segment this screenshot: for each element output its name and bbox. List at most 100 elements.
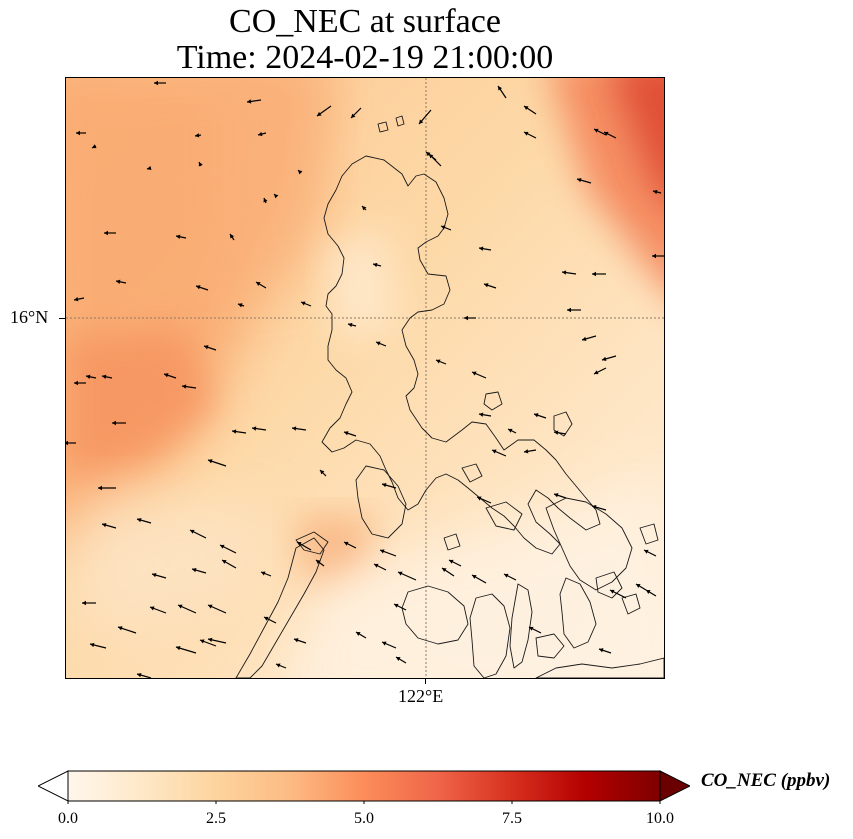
coastline-small-5 bbox=[621, 593, 641, 615]
wind-arrow bbox=[207, 604, 227, 614]
wind-arrow bbox=[297, 169, 303, 175]
wind-arrow bbox=[175, 234, 187, 239]
wind-arrow bbox=[635, 583, 647, 591]
coastline-cebu bbox=[509, 583, 533, 669]
wind-arrow bbox=[609, 589, 627, 599]
wind-arrow bbox=[291, 426, 307, 431]
wind-arrow bbox=[91, 144, 97, 149]
coastline-small-2 bbox=[395, 115, 405, 127]
wind-arrow bbox=[117, 626, 137, 634]
wind-arrow bbox=[231, 429, 247, 434]
wind-arrow bbox=[464, 315, 476, 321]
wind-arrow bbox=[219, 544, 237, 554]
wind-arrow bbox=[98, 485, 116, 491]
title-line-1: CO_NEC at surface bbox=[229, 3, 501, 40]
wind-arrow bbox=[591, 504, 607, 511]
wind-arrow bbox=[82, 600, 96, 606]
wind-arrow bbox=[343, 541, 357, 549]
coastline-samar bbox=[545, 497, 633, 591]
wind-arrow bbox=[191, 567, 207, 574]
wind-arrow bbox=[315, 559, 325, 567]
coastline-leyte bbox=[559, 577, 597, 649]
concentration-field bbox=[66, 78, 664, 678]
wind-arrow bbox=[151, 572, 167, 579]
wind-arrow bbox=[350, 107, 362, 119]
coastline-polillo bbox=[483, 391, 503, 411]
lat-tick-mark bbox=[59, 318, 65, 319]
wind-arrow bbox=[74, 380, 86, 386]
wind-arrow bbox=[428, 153, 442, 167]
wind-arrow bbox=[471, 371, 487, 379]
wind-arrow bbox=[263, 197, 268, 204]
wind-arrow bbox=[112, 420, 126, 426]
wind-arrow bbox=[553, 430, 567, 435]
wind-arrow bbox=[581, 335, 597, 342]
wind-arrow bbox=[154, 80, 166, 86]
wind-arrow bbox=[175, 646, 197, 654]
coastline-bohol bbox=[535, 633, 565, 659]
wind-arrow bbox=[553, 493, 567, 499]
wind-arrow bbox=[491, 449, 507, 457]
wind-arrow bbox=[255, 281, 267, 289]
wind-arrow bbox=[275, 663, 287, 669]
wind-arrow bbox=[393, 603, 407, 611]
wind-arrow bbox=[189, 529, 207, 539]
wind-arrow bbox=[593, 128, 607, 136]
wind-arrow bbox=[478, 412, 492, 417]
wind-arrow bbox=[497, 85, 507, 99]
coastline-palawan bbox=[235, 537, 325, 678]
wind-arrow bbox=[177, 604, 197, 614]
wind-arrow bbox=[66, 440, 76, 446]
wind-arrow bbox=[643, 549, 657, 557]
wind-arrow bbox=[441, 567, 455, 577]
coastline-marinduque bbox=[461, 463, 483, 483]
wind-arrow bbox=[101, 374, 113, 379]
wind-arrow bbox=[257, 131, 267, 137]
wind-arrow bbox=[397, 571, 417, 581]
wind-arrow bbox=[237, 303, 245, 308]
wind-arrow bbox=[379, 549, 397, 557]
wind-arrow bbox=[652, 189, 662, 195]
wind-arrow bbox=[195, 285, 209, 291]
coastline-panay bbox=[401, 585, 469, 645]
coastline-mindanao-north bbox=[535, 657, 664, 678]
wind-arrow bbox=[316, 105, 332, 117]
colorbar-tick-label: 7.5 bbox=[502, 810, 522, 827]
wind-arrow bbox=[319, 469, 327, 477]
wind-arrow bbox=[251, 426, 267, 431]
wind-arrow bbox=[381, 641, 397, 649]
wind-arrow bbox=[603, 131, 617, 139]
coastline-masbate bbox=[485, 501, 523, 531]
colorbar-max-extend bbox=[659, 770, 692, 802]
wind-arrow bbox=[221, 559, 237, 569]
wind-arrow bbox=[435, 359, 447, 365]
wind-arrow bbox=[136, 517, 152, 524]
colorbar-tick-label: 5.0 bbox=[354, 810, 374, 827]
lon-tick-label: 122°E bbox=[398, 686, 444, 706]
wind-arrow bbox=[598, 648, 612, 654]
wind-arrow bbox=[229, 233, 235, 241]
wind-arrow bbox=[73, 297, 85, 302]
wind-arrow bbox=[198, 161, 203, 167]
wind-arrow bbox=[149, 606, 167, 614]
wind-arrow bbox=[85, 374, 97, 379]
lon-tick-mark bbox=[425, 678, 426, 684]
colorbar bbox=[36, 770, 692, 805]
gridlines bbox=[66, 78, 664, 678]
wind-arrow bbox=[567, 307, 581, 313]
wind-arrow bbox=[503, 573, 517, 581]
coastline-luzon bbox=[321, 155, 601, 555]
wind-arrow bbox=[448, 559, 462, 567]
wind-arrow bbox=[207, 459, 227, 467]
colorbar-tick-label: 0.0 bbox=[58, 810, 78, 827]
wind-arrow bbox=[146, 165, 152, 171]
wind-arrow bbox=[372, 262, 382, 268]
wind-arrow bbox=[343, 431, 357, 437]
wind-arrow bbox=[533, 413, 547, 419]
wind-arrow bbox=[207, 637, 227, 644]
wind-arrow bbox=[101, 522, 117, 529]
wind-arrow bbox=[115, 279, 127, 284]
plot-title: CO_NEC at surface Time: 2024-02-19 21:00… bbox=[65, 4, 665, 76]
wind-arrow bbox=[104, 230, 116, 236]
wind-arrow bbox=[89, 642, 107, 649]
